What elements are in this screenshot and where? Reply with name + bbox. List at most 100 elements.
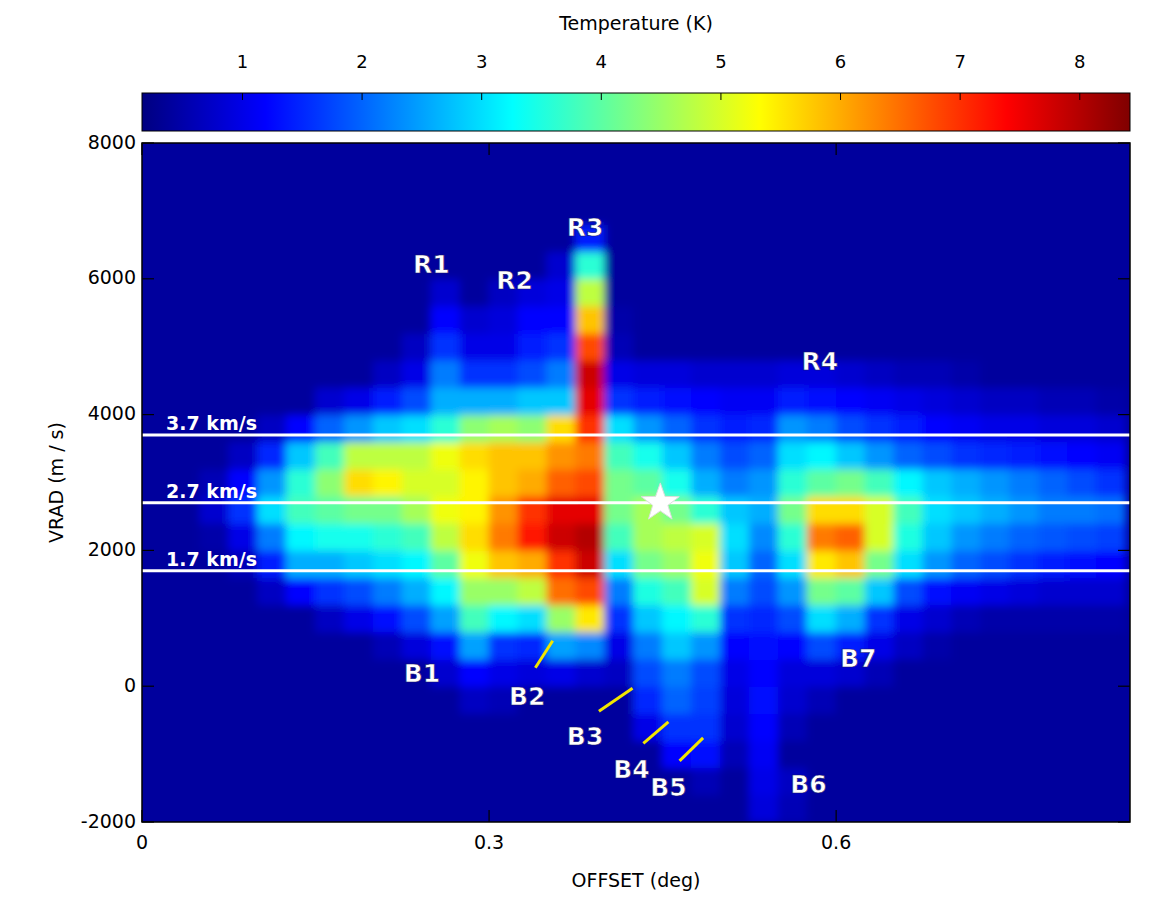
cell: [431, 740, 461, 768]
cell: [662, 143, 692, 171]
cell: [1038, 278, 1068, 306]
cell: [170, 794, 200, 822]
cell: [778, 604, 808, 632]
cell: [836, 251, 866, 279]
cell: [402, 713, 432, 741]
cell: [633, 224, 663, 252]
cell: [720, 305, 750, 333]
cell: [662, 387, 692, 415]
cell: [315, 740, 345, 768]
cell: [749, 794, 779, 822]
cell: [1038, 713, 1068, 741]
cell: [489, 414, 519, 442]
cell: [228, 713, 258, 741]
cell: [546, 360, 576, 388]
cell: [720, 468, 750, 496]
cell: [257, 251, 287, 279]
cell: [749, 143, 779, 171]
cell: [517, 496, 547, 524]
cell: [402, 523, 432, 551]
cell: [720, 523, 750, 551]
cell: [807, 740, 837, 768]
cell: [1067, 604, 1097, 632]
cell: [604, 387, 634, 415]
cell: [431, 631, 461, 659]
cell: [633, 170, 663, 198]
cell: [836, 550, 866, 578]
annotation: B4: [613, 755, 649, 784]
cell: [922, 387, 952, 415]
cell: [749, 224, 779, 252]
cell: [922, 143, 952, 171]
cell: [402, 767, 432, 795]
cell: [807, 577, 837, 605]
cell: [286, 468, 316, 496]
cell: [315, 550, 345, 578]
cell: [431, 523, 461, 551]
cell: [315, 794, 345, 822]
cell: [604, 523, 634, 551]
annotation: B5: [650, 773, 686, 802]
y-tick: [1118, 142, 1130, 143]
cell: [315, 713, 345, 741]
cell: [257, 631, 287, 659]
cell: [778, 740, 808, 768]
cell: [315, 224, 345, 252]
cell: [546, 659, 576, 687]
cell: [489, 360, 519, 388]
cell: [373, 197, 403, 225]
cell: [980, 224, 1010, 252]
cell: [951, 740, 981, 768]
cell: [575, 143, 605, 171]
cell: [546, 604, 576, 632]
cell: [142, 659, 171, 687]
cell: [344, 659, 374, 687]
cell: [257, 604, 287, 632]
cell: [228, 686, 258, 714]
annotation: B3: [567, 722, 603, 751]
cell: [257, 767, 287, 795]
cell: [1009, 251, 1039, 279]
cell: [980, 631, 1010, 659]
cell: [778, 197, 808, 225]
cell: [575, 577, 605, 605]
cell: [315, 414, 345, 442]
cell: [691, 496, 721, 524]
y-tick: [142, 550, 154, 551]
cell: [922, 767, 952, 795]
cell: [286, 305, 316, 333]
cell: [517, 360, 547, 388]
cell: [170, 305, 200, 333]
cell: [344, 550, 374, 578]
cell: [575, 496, 605, 524]
cell: [1096, 767, 1126, 795]
cell: [402, 224, 432, 252]
cell: [749, 523, 779, 551]
cell: [546, 767, 576, 795]
cell: [951, 387, 981, 415]
cell: [720, 197, 750, 225]
cell: [286, 441, 316, 469]
cell: [922, 740, 952, 768]
cell: [1009, 468, 1039, 496]
cell: [633, 604, 663, 632]
cell: [633, 550, 663, 578]
cell: [402, 631, 432, 659]
cell: [228, 251, 258, 279]
cell: [344, 333, 374, 361]
cell: [951, 659, 981, 687]
cell: [633, 305, 663, 333]
cell: [893, 360, 923, 388]
cell: [778, 577, 808, 605]
cell: [1096, 604, 1126, 632]
cell: [836, 414, 866, 442]
cell: [893, 659, 923, 687]
cell: [546, 550, 576, 578]
colorbar-tick: [1079, 93, 1080, 100]
cell: [344, 468, 374, 496]
cell: [778, 305, 808, 333]
cell: [749, 550, 779, 578]
cell: [546, 170, 576, 198]
cell: [807, 468, 837, 496]
cell: [865, 360, 895, 388]
